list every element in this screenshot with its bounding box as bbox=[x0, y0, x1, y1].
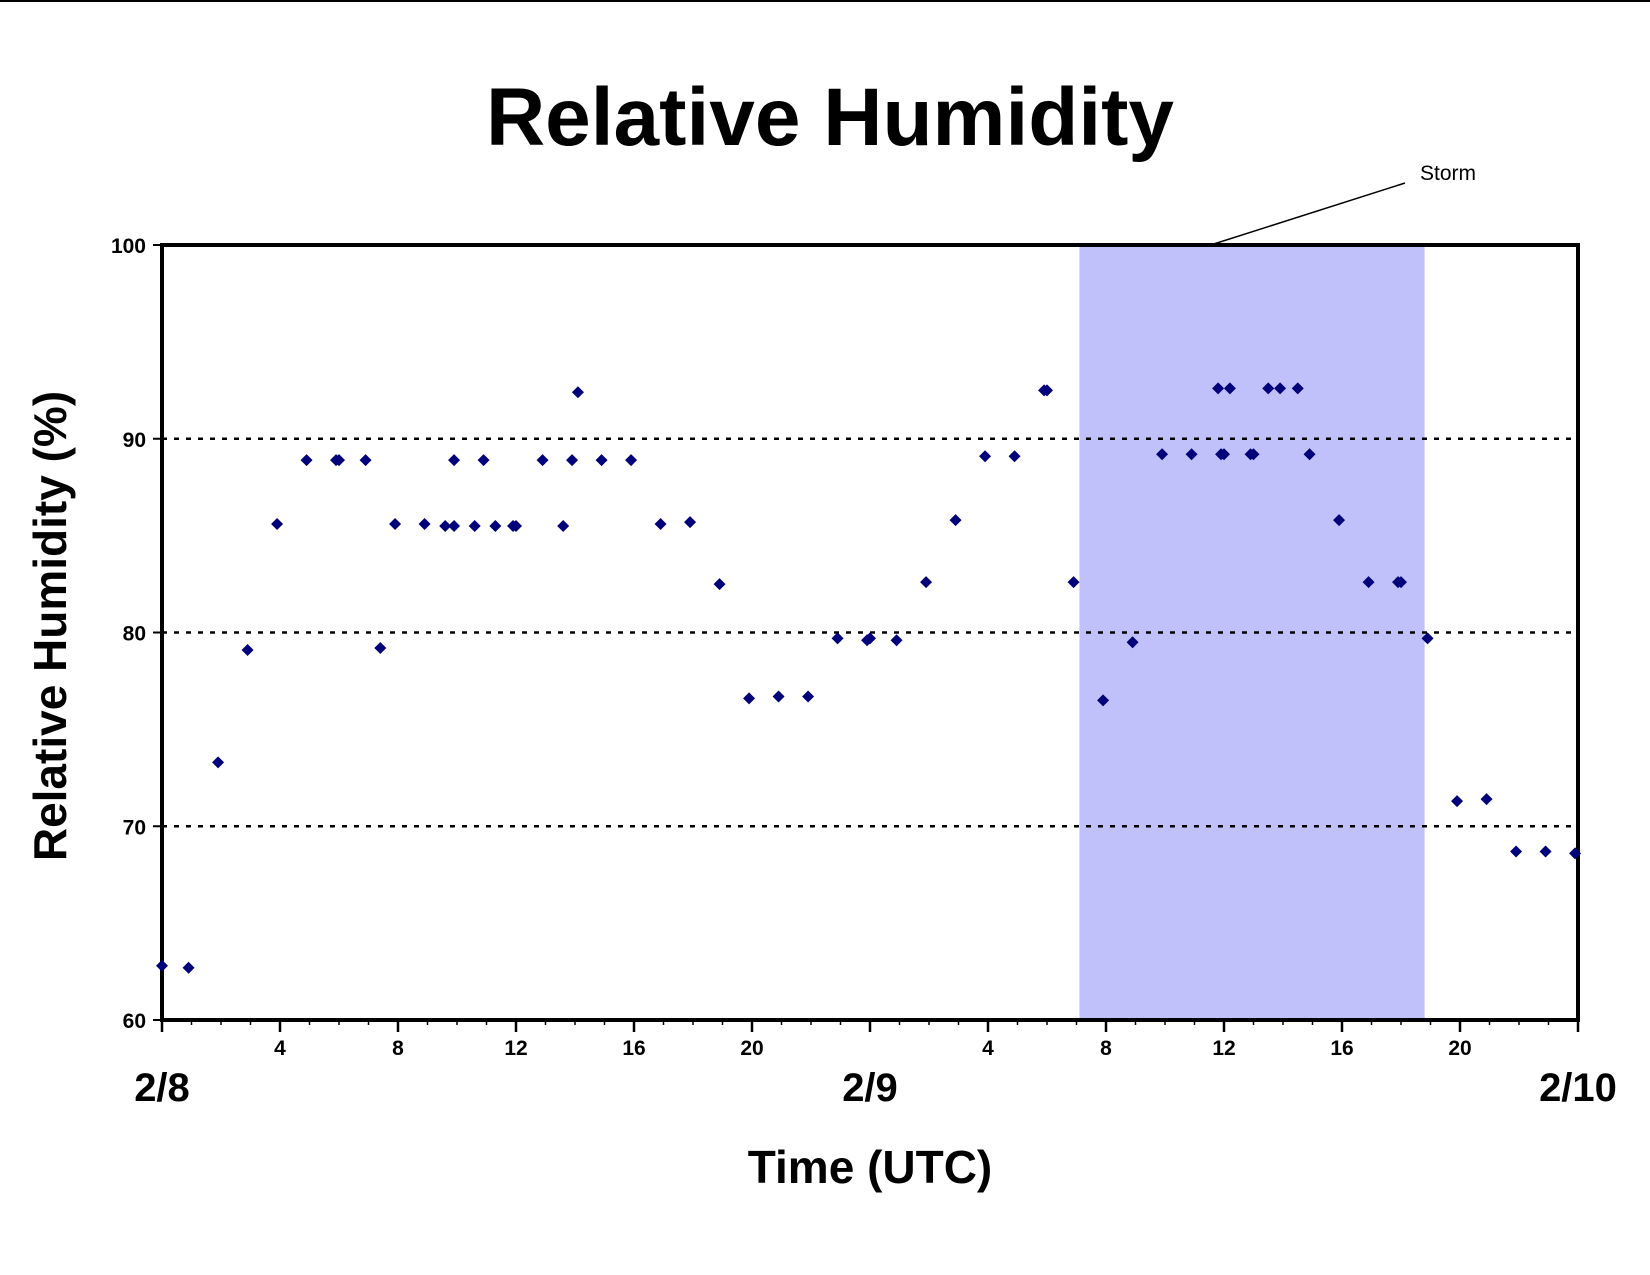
y-tick-label: 70 bbox=[123, 816, 146, 839]
data-point bbox=[890, 634, 903, 647]
data-point bbox=[536, 454, 549, 467]
data-point bbox=[920, 576, 933, 589]
data-point bbox=[1291, 382, 1304, 395]
data-point bbox=[1395, 576, 1407, 589]
x-axis-title: Time (UTC) bbox=[748, 1141, 993, 1193]
data-point bbox=[1303, 448, 1316, 461]
data-point bbox=[1451, 795, 1464, 808]
y-tick-label: 90 bbox=[123, 429, 146, 452]
data-point bbox=[949, 514, 962, 527]
x-tick-label: 16 bbox=[1330, 1037, 1353, 1060]
data-point bbox=[743, 692, 756, 705]
data-point bbox=[1569, 847, 1582, 860]
data-point bbox=[477, 454, 490, 467]
data-point bbox=[1185, 448, 1198, 461]
data-point bbox=[389, 518, 402, 530]
data-point bbox=[1362, 576, 1375, 589]
y-tick-label: 100 bbox=[111, 235, 146, 258]
y-axis-ticks: 60 70 80 90 100 bbox=[111, 235, 162, 1033]
storm-leader-line bbox=[1210, 182, 1406, 246]
chart-title: Relative Humidity bbox=[486, 72, 1174, 163]
data-point bbox=[625, 454, 638, 467]
data-point bbox=[1067, 576, 1080, 589]
data-point bbox=[300, 454, 313, 467]
data-point bbox=[510, 519, 522, 532]
data-point bbox=[979, 450, 992, 463]
x-tick-label: 12 bbox=[1212, 1037, 1235, 1060]
data-point bbox=[1041, 384, 1053, 397]
data-point bbox=[595, 454, 608, 467]
data-point bbox=[1218, 448, 1230, 461]
data-point bbox=[1421, 632, 1434, 645]
data-point bbox=[1212, 382, 1225, 395]
x-tick-label: 8 bbox=[1100, 1037, 1112, 1060]
storm-label: Storm bbox=[1420, 162, 1476, 185]
data-point bbox=[241, 643, 254, 656]
data-point bbox=[1510, 845, 1523, 858]
data-point bbox=[802, 690, 815, 703]
day-label: 2/9 bbox=[842, 1066, 898, 1110]
data-point bbox=[271, 518, 284, 530]
data-point bbox=[772, 690, 785, 703]
data-point bbox=[374, 642, 387, 654]
data-point bbox=[684, 516, 697, 529]
data-point bbox=[1333, 514, 1346, 527]
x-tick-label: 20 bbox=[740, 1037, 763, 1060]
data-point bbox=[557, 519, 570, 532]
data-point bbox=[439, 519, 452, 532]
day-label: 2/10 bbox=[1539, 1066, 1617, 1110]
data-point bbox=[654, 518, 667, 530]
data-point bbox=[1126, 636, 1139, 649]
data-point bbox=[448, 454, 461, 467]
data-point bbox=[566, 454, 579, 467]
data-point bbox=[212, 756, 225, 769]
x-tick-label: 12 bbox=[504, 1037, 527, 1060]
y-axis-title: Relative Humidity (%) bbox=[24, 391, 76, 861]
x-tick-label: 20 bbox=[1448, 1037, 1471, 1060]
data-point bbox=[713, 578, 726, 591]
data-point bbox=[1097, 694, 1110, 707]
data-point bbox=[418, 518, 431, 530]
data-point bbox=[468, 519, 481, 532]
data-point bbox=[182, 961, 195, 974]
x-tick-label: 16 bbox=[622, 1037, 645, 1060]
x-axis-ticks: 4 8 12 16 20 4 8 12 16 20 bbox=[160, 1020, 1580, 1060]
data-point bbox=[1008, 450, 1021, 463]
x-tick-label: 4 bbox=[274, 1037, 286, 1060]
day-labels: 2/8 2/9 2/10 bbox=[134, 1066, 1617, 1110]
data-point bbox=[1480, 793, 1493, 806]
data-point bbox=[864, 632, 876, 645]
data-point bbox=[156, 959, 168, 972]
data-point bbox=[1247, 448, 1260, 461]
day-label: 2/8 bbox=[134, 1066, 190, 1110]
y-tick-label: 60 bbox=[123, 1010, 146, 1033]
data-point bbox=[333, 454, 345, 467]
data-point bbox=[1274, 382, 1287, 395]
data-point bbox=[571, 386, 584, 399]
x-tick-label: 8 bbox=[392, 1037, 404, 1060]
data-point bbox=[831, 632, 844, 645]
data-point bbox=[1156, 448, 1169, 461]
data-point bbox=[1262, 382, 1275, 395]
data-point bbox=[359, 454, 372, 467]
data-point bbox=[1223, 382, 1236, 395]
data-points bbox=[156, 382, 1582, 974]
data-point bbox=[448, 519, 461, 532]
storm-band bbox=[1079, 245, 1425, 1020]
data-point bbox=[1539, 845, 1552, 858]
data-point bbox=[489, 519, 502, 532]
x-tick-label: 4 bbox=[982, 1037, 994, 1060]
y-tick-label: 80 bbox=[123, 623, 146, 646]
